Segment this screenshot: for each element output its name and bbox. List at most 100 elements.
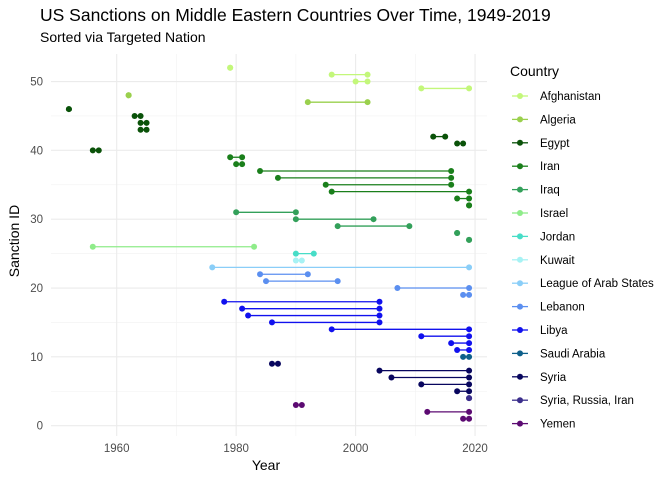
legend-label: Lebanon (540, 302, 585, 314)
sanction-start-point (454, 140, 461, 147)
legend-item: Syria (512, 372, 567, 384)
y-tick-label: 20 (30, 283, 43, 295)
y-tick-label: 50 (30, 77, 43, 89)
sanction-end-point (376, 305, 383, 312)
y-tick-label: 0 (37, 421, 43, 433)
sanction-start-point (292, 216, 299, 223)
sanction-end-point (466, 264, 473, 271)
legend-key-point (517, 256, 523, 263)
sanction-start-point (292, 402, 299, 409)
sanction-start-point (388, 374, 395, 381)
legend-key-point (517, 397, 523, 404)
sanction-end-point (466, 202, 473, 209)
sanction-end-point (95, 147, 102, 154)
sanction-start-point (263, 278, 270, 285)
legend-label: Egypt (540, 138, 570, 150)
sanction-end-point (466, 326, 473, 333)
sanction-end-point (239, 154, 246, 161)
legend-item: Israel (512, 208, 568, 220)
legend-key-point (517, 327, 523, 333)
legend-item: Egypt (512, 138, 570, 150)
sanction-start-point (239, 305, 246, 312)
chart-subtitle: Sorted via Targeted Nation (40, 29, 206, 45)
sanction-end-point (364, 99, 371, 106)
sanction-start-point (137, 126, 144, 133)
sanction-start-point (257, 168, 264, 175)
y-tick-label: 10 (30, 352, 43, 364)
legend-item: Yemen (512, 419, 575, 431)
sanction-end-point (143, 126, 150, 133)
legend-key-point (517, 303, 523, 310)
x-tick-label: 1960 (104, 443, 130, 455)
sanction-end-point (466, 340, 473, 347)
legend-item: Lebanon (512, 302, 585, 314)
legend-label: Libya (540, 325, 568, 337)
legend-title: Country (510, 63, 559, 79)
sanction-end-point (376, 298, 383, 305)
sanction-start-point (376, 367, 383, 374)
sanction-start-point (89, 147, 96, 154)
sanction-end-point (304, 271, 311, 278)
legend-item: Afghanistan (512, 91, 601, 103)
chart-title: US Sanctions on Middle Eastern Countries… (40, 5, 551, 25)
sanction-start-point (292, 257, 299, 264)
legend-item: Algeria (512, 114, 576, 126)
legend-key-point (517, 233, 523, 240)
sanction-end-point (376, 312, 383, 319)
legend: Country Afghanistan Algeria Egypt Iran Iraq I… (510, 63, 654, 431)
sanction-start-point (454, 195, 461, 202)
sanction-end-point (466, 333, 473, 340)
sanction-start-point (460, 291, 467, 298)
sanction-start-point (424, 408, 431, 415)
sanction-start-point (352, 78, 359, 85)
legend-label: Iran (540, 161, 560, 173)
legend-item: Libya (512, 325, 568, 337)
legend-key-point (517, 210, 523, 216)
sanction-end-point (466, 408, 473, 415)
sanction-start-point (221, 298, 228, 305)
legend-key-point (517, 93, 523, 99)
grid (51, 54, 487, 436)
legend-item: Kuwait (512, 255, 575, 267)
legend-key-point (517, 280, 523, 287)
legend-label: Iraq (540, 185, 560, 197)
legend-label: Saudi Arabia (540, 348, 606, 360)
sanction-end-point (137, 112, 144, 119)
sanction-start-point (233, 209, 240, 216)
sanction-end-point (466, 85, 473, 92)
legend-key-point (517, 350, 523, 357)
sanction-start-point (268, 319, 275, 326)
sanction-start-point (328, 326, 335, 333)
sanction-start-point (322, 181, 329, 188)
sanction-end-point (466, 285, 473, 292)
sanction-start-point (137, 119, 144, 126)
sanction-end-point (125, 92, 132, 99)
sanction-end-point (310, 250, 317, 257)
sanction-start-point (448, 340, 455, 347)
legend-item: Iraq (512, 185, 560, 197)
sanction-start-point (257, 271, 264, 278)
sanction-end-point (65, 106, 72, 113)
sanction-end-point (466, 188, 473, 195)
legend-key-point (517, 116, 523, 123)
sanction-end-point (442, 133, 449, 140)
sanction-start-point (334, 223, 341, 230)
sanction-end-point (448, 181, 455, 188)
sanction-end-point (466, 388, 473, 395)
legend-item: Iran (512, 161, 560, 173)
legend-label: Jordan (540, 231, 575, 243)
sanction-start-point (245, 312, 252, 319)
sanction-end-point (466, 395, 473, 402)
sanction-start-point (328, 188, 335, 195)
sanction-end-point (448, 174, 455, 181)
x-axis-title: Year (252, 457, 281, 473)
legend-key-point (517, 373, 523, 380)
x-tick-label: 2020 (462, 443, 488, 455)
sanction-start-point (460, 415, 467, 422)
sanction-end-point (298, 402, 305, 409)
sanction-start-point (418, 333, 425, 340)
legend-label: Syria (540, 372, 567, 384)
sanction-end-point (460, 140, 467, 147)
axes: 1960 1980 2000 2020 0 10 20 30 40 50 (30, 77, 488, 455)
sanction-end-point (370, 216, 377, 223)
